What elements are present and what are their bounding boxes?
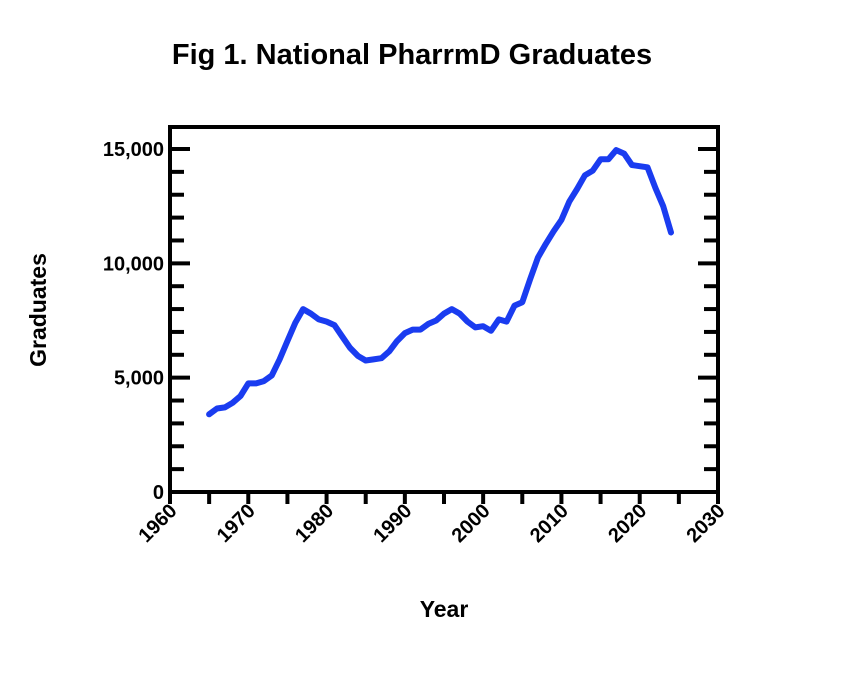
data-point bbox=[396, 340, 398, 342]
series bbox=[206, 147, 674, 418]
data-point bbox=[443, 313, 445, 315]
plot-frame bbox=[168, 125, 720, 494]
data-point bbox=[208, 413, 210, 415]
x-tick-label: 2030 bbox=[683, 500, 730, 547]
data-point bbox=[279, 358, 281, 360]
data-point bbox=[255, 382, 257, 384]
data-point bbox=[451, 308, 453, 310]
data-point bbox=[310, 313, 312, 315]
series-line bbox=[206, 147, 674, 418]
data-point bbox=[639, 165, 641, 167]
data-point bbox=[615, 149, 617, 151]
data-point bbox=[263, 380, 265, 382]
data-point bbox=[247, 382, 249, 384]
data-point bbox=[427, 323, 429, 325]
data-point bbox=[647, 166, 649, 168]
data-point bbox=[435, 320, 437, 321]
data-point bbox=[388, 350, 390, 352]
data-point bbox=[349, 347, 351, 349]
data-point bbox=[333, 324, 335, 326]
data-point bbox=[662, 205, 664, 207]
y-tick-label: 5,000 bbox=[114, 368, 164, 390]
axes bbox=[168, 125, 720, 494]
data-point bbox=[553, 230, 555, 232]
data-point bbox=[459, 313, 461, 315]
y-axis-label: Graduates bbox=[25, 253, 51, 367]
data-point bbox=[373, 358, 375, 360]
y-tick-label: 15,000 bbox=[103, 139, 164, 161]
data-point bbox=[271, 374, 273, 376]
data-point bbox=[474, 326, 476, 328]
data-point bbox=[420, 329, 422, 331]
data-point bbox=[318, 318, 320, 320]
data-point bbox=[498, 318, 500, 320]
data-point bbox=[216, 408, 218, 410]
data-point bbox=[357, 355, 359, 357]
x-axis-label: Year bbox=[420, 596, 469, 622]
x-tick-label: 1970 bbox=[213, 500, 260, 547]
data-point bbox=[490, 330, 492, 332]
data-point bbox=[506, 321, 508, 323]
data-point bbox=[607, 158, 609, 160]
data-point bbox=[365, 360, 367, 362]
x-tick-label: 2020 bbox=[604, 500, 651, 547]
data-point bbox=[412, 329, 414, 331]
data-point bbox=[600, 158, 602, 160]
y-tick-label: 10,000 bbox=[103, 253, 164, 275]
data-point bbox=[224, 406, 226, 408]
data-point bbox=[568, 201, 570, 203]
data-point bbox=[545, 243, 547, 245]
data-point bbox=[380, 357, 382, 359]
data-point bbox=[294, 322, 296, 324]
data-point bbox=[302, 308, 304, 310]
data-point bbox=[286, 340, 288, 342]
data-point bbox=[521, 301, 523, 303]
data-point bbox=[326, 321, 328, 323]
y-tick-label: 0 bbox=[153, 482, 164, 504]
chart-title: Fig 1. National PharrmD Graduates bbox=[172, 39, 652, 71]
data-point bbox=[232, 402, 234, 404]
data-point bbox=[537, 257, 539, 259]
data-point bbox=[654, 187, 656, 189]
data-point bbox=[404, 332, 406, 334]
data-point bbox=[623, 153, 625, 155]
data-point bbox=[529, 278, 531, 280]
data-point bbox=[592, 170, 594, 172]
data-point bbox=[513, 305, 515, 307]
x-tick-label: 2010 bbox=[526, 500, 573, 547]
x-tick-label: 1960 bbox=[135, 500, 182, 547]
data-point bbox=[239, 395, 241, 397]
ticks: 0 5,000 10,000 15,000 1960 1970 1980 1990 2000 20… bbox=[103, 139, 730, 547]
data-point bbox=[466, 321, 468, 323]
x-tick-label: 1980 bbox=[291, 500, 338, 547]
data-point bbox=[584, 174, 586, 176]
data-point bbox=[482, 325, 484, 327]
x-tick-label: 2000 bbox=[448, 500, 495, 547]
data-point bbox=[670, 231, 672, 233]
data-point bbox=[560, 219, 562, 221]
x-tick-label: 1990 bbox=[369, 500, 416, 547]
data-point bbox=[631, 164, 633, 166]
data-point bbox=[341, 336, 343, 338]
data-point bbox=[576, 188, 578, 190]
